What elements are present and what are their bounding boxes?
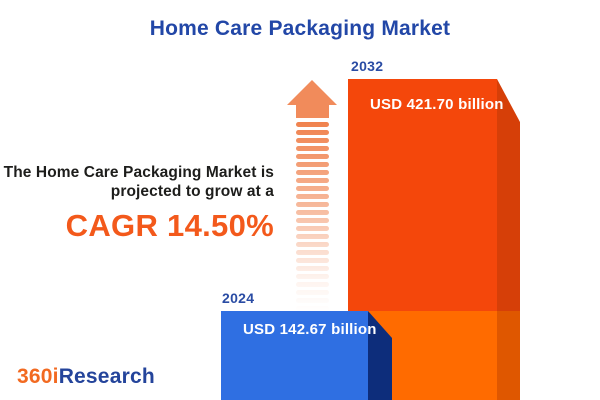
growth-arrow-stem xyxy=(296,104,329,118)
cagr-value: CAGR 14.50% xyxy=(65,208,274,243)
page-title: Home Care Packaging Market xyxy=(149,17,451,40)
growth-arrow-icon xyxy=(287,80,337,105)
bar-2032-value-label: USD 421.70 billion xyxy=(370,96,504,113)
bar-2024-year-label: 2024 xyxy=(222,290,255,306)
bar-2024 xyxy=(221,311,368,400)
headline-line2: projected to grow at a xyxy=(110,183,274,200)
logo-part-research: Research xyxy=(58,365,155,388)
bar-2024-value-label: USD 142.67 billion xyxy=(243,321,377,338)
headline-line1: The Home Care Packaging Market is xyxy=(3,164,274,181)
bar-2032-3d-side xyxy=(497,79,520,400)
logo-part-360i: 360i xyxy=(17,365,59,388)
bar-2032-year-label: 2032 xyxy=(351,58,384,74)
company-logo: 360iResearch xyxy=(17,365,155,389)
headline-block: The Home Care Packaging Market is projec… xyxy=(0,163,274,244)
growth-arrow-stripes xyxy=(296,122,329,312)
